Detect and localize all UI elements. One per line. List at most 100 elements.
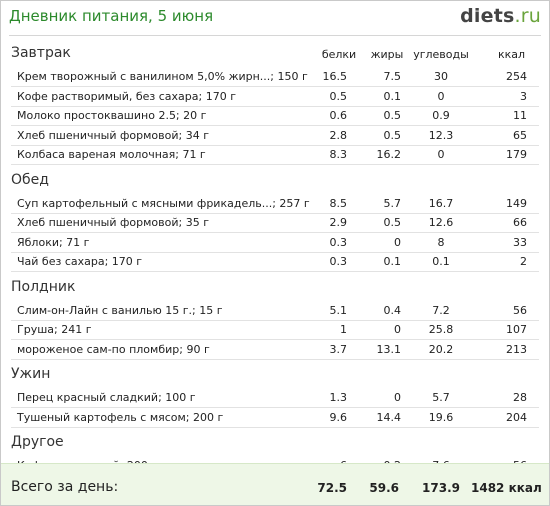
food-row[interactable]: Суп картофельный с мясными фрикадель...;…: [11, 194, 539, 214]
food-protein: 0.3: [329, 255, 348, 268]
food-carbs: 30: [434, 70, 448, 83]
meal-section-title: Ужин: [11, 366, 51, 382]
food-name: Слим-он-Лайн с ванилью 15 г.; 15 г: [17, 303, 223, 317]
food-protein: 0.5: [329, 89, 348, 103]
food-protein: 9.6: [329, 410, 348, 424]
food-kcal: 107: [506, 323, 527, 336]
food-protein: 1.3: [329, 391, 348, 404]
food-row[interactable]: Молоко простоквашино 2.5; 20 г 0.6 0.5 0.9 1…: [11, 106, 539, 126]
meal-section-title: Завтрак: [11, 45, 71, 61]
food-kcal: 2: [520, 255, 527, 268]
food-fat: 0: [394, 391, 401, 404]
food-fat: 0.1: [383, 255, 402, 268]
food-kcal: 56: [513, 303, 527, 317]
column-header-carbs: углеводы: [413, 48, 469, 61]
food-row[interactable]: мороженое сам-по пломбир; 90 г 3.7 13.1 20.…: [11, 340, 539, 360]
food-row[interactable]: Хлеб пшеничный формовой; 34 г 2.8 0.5 12.3 6…: [11, 126, 539, 146]
food-kcal: 66: [513, 216, 527, 229]
food-name: Тушеный картофель с мясом; 200 г: [17, 410, 224, 424]
food-carbs: 12.3: [428, 128, 454, 142]
total-protein: 72.5: [317, 481, 347, 495]
food-protein: 2.8: [329, 128, 348, 142]
food-row[interactable]: Кофе растворимый, без сахара; 170 г 0.5 0.…: [11, 87, 539, 107]
food-protein: 0.3: [329, 235, 348, 249]
food-name: Хлеб пшеничный формовой; 34 г: [17, 128, 209, 142]
food-kcal: 254: [506, 70, 527, 83]
food-kcal: 11: [513, 109, 527, 122]
page-title: Дневник питания, 5 июня: [9, 7, 214, 25]
food-kcal: 213: [506, 342, 527, 356]
food-fat: 0: [394, 235, 401, 249]
food-protein: 8.5: [329, 196, 348, 210]
food-row[interactable]: Перец красный сладкий; 100 г 1.3 0 5.7 28: [11, 388, 539, 408]
food-name: Колбаса вареная молочная; 71 г: [17, 148, 206, 161]
total-kcal: 1482 ккал: [471, 481, 542, 495]
food-protein: 5.1: [329, 303, 348, 317]
column-header-fat: жиры: [370, 48, 404, 61]
food-row[interactable]: Яблоки; 71 г 0.3 0 8 33: [11, 233, 539, 253]
food-name: Суп картофельный с мясными фрикадель...;…: [17, 196, 310, 210]
food-protein: 0.6: [329, 109, 348, 122]
food-protein: 16.5: [322, 70, 348, 83]
food-carbs: 8: [437, 235, 445, 249]
food-carbs: 5.7: [432, 391, 450, 404]
food-carbs: 0: [437, 148, 445, 161]
meal-section-title: Обед: [11, 171, 49, 188]
food-fat: 0.5: [383, 128, 402, 142]
food-carbs: 20.2: [428, 342, 454, 356]
column-header-kcal: ккал: [497, 48, 525, 61]
food-row[interactable]: Крем творожный с ванилином 5,0% жирн...;…: [11, 67, 539, 87]
food-fat: 0.5: [383, 109, 402, 122]
column-headers: белки жиры углеводы ккал: [1, 48, 549, 62]
food-kcal: 204: [506, 410, 527, 424]
daily-total: Всего за день: 72.5 59.6 173.9 1482 ккал: [1, 463, 549, 505]
food-row[interactable]: Тушеный картофель с мясом; 200 г 9.6 14.4 1…: [11, 408, 539, 428]
food-fat: 16.2: [376, 148, 402, 161]
logo-tld: .ru: [514, 5, 541, 27]
food-fat: 5.7: [383, 196, 402, 210]
food-carbs: 25.8: [428, 323, 454, 336]
food-kcal: 149: [506, 196, 527, 210]
food-kcal: 179: [506, 148, 527, 161]
food-fat: 13.1: [376, 342, 402, 356]
food-name: мороженое сам-по пломбир; 90 г: [17, 342, 210, 356]
food-fat: 14.4: [376, 410, 402, 424]
food-row[interactable]: Груша; 241 г 1 0 25.8 107: [11, 320, 539, 340]
food-name: Хлеб пшеничный формовой; 35 г: [17, 216, 209, 229]
food-kcal: 28: [513, 391, 527, 404]
food-carbs: 0.1: [432, 255, 450, 268]
food-name: Кофе растворимый, без сахара; 170 г: [17, 89, 236, 103]
food-kcal: 65: [513, 128, 527, 142]
meal-section-title: Другое: [11, 434, 64, 450]
food-protein: 3.7: [329, 342, 348, 356]
food-protein: 2.9: [329, 216, 348, 229]
total-carbs: 173.9: [422, 481, 460, 495]
food-row[interactable]: Слим-он-Лайн с ванилью 15 г.; 15 г 5.1 0.4…: [11, 301, 539, 321]
food-kcal: 3: [520, 89, 527, 103]
food-name: Молоко простоквашино 2.5; 20 г: [17, 109, 207, 122]
column-header-protein: белки: [321, 48, 357, 61]
food-fat: 7.5: [383, 70, 402, 83]
food-carbs: 12.6: [428, 216, 454, 229]
food-name: Яблоки; 71 г: [17, 235, 90, 249]
food-kcal: 33: [513, 235, 527, 249]
food-carbs: 0.9: [432, 109, 450, 122]
food-row[interactable]: Колбаса вареная молочная; 71 г 8.3 16.2 0 17…: [11, 145, 539, 165]
food-fat: 0.1: [383, 89, 402, 103]
food-carbs: 19.6: [428, 410, 454, 424]
diets-logo[interactable]: diets.ru: [460, 5, 541, 27]
food-carbs: 0: [437, 89, 445, 103]
food-name: Груша; 241 г: [17, 323, 92, 336]
food-protein: 8.3: [329, 148, 348, 161]
food-carbs: 16.7: [428, 196, 454, 210]
food-row[interactable]: Чай без сахара; 170 г 0.3 0.1 0.1 2: [11, 252, 539, 272]
food-carbs: 7.2: [432, 303, 450, 317]
total-label: Всего за день:: [11, 479, 119, 495]
food-name: Чай без сахара; 170 г: [17, 255, 143, 268]
food-row[interactable]: Хлеб пшеничный формовой; 35 г 2.9 0.5 12.6 6…: [11, 213, 539, 233]
food-fat: 0.4: [383, 303, 402, 317]
food-name: Перец красный сладкий; 100 г: [17, 391, 196, 404]
header-divider: [9, 35, 541, 36]
food-name: Крем творожный с ванилином 5,0% жирн...;…: [17, 70, 308, 83]
